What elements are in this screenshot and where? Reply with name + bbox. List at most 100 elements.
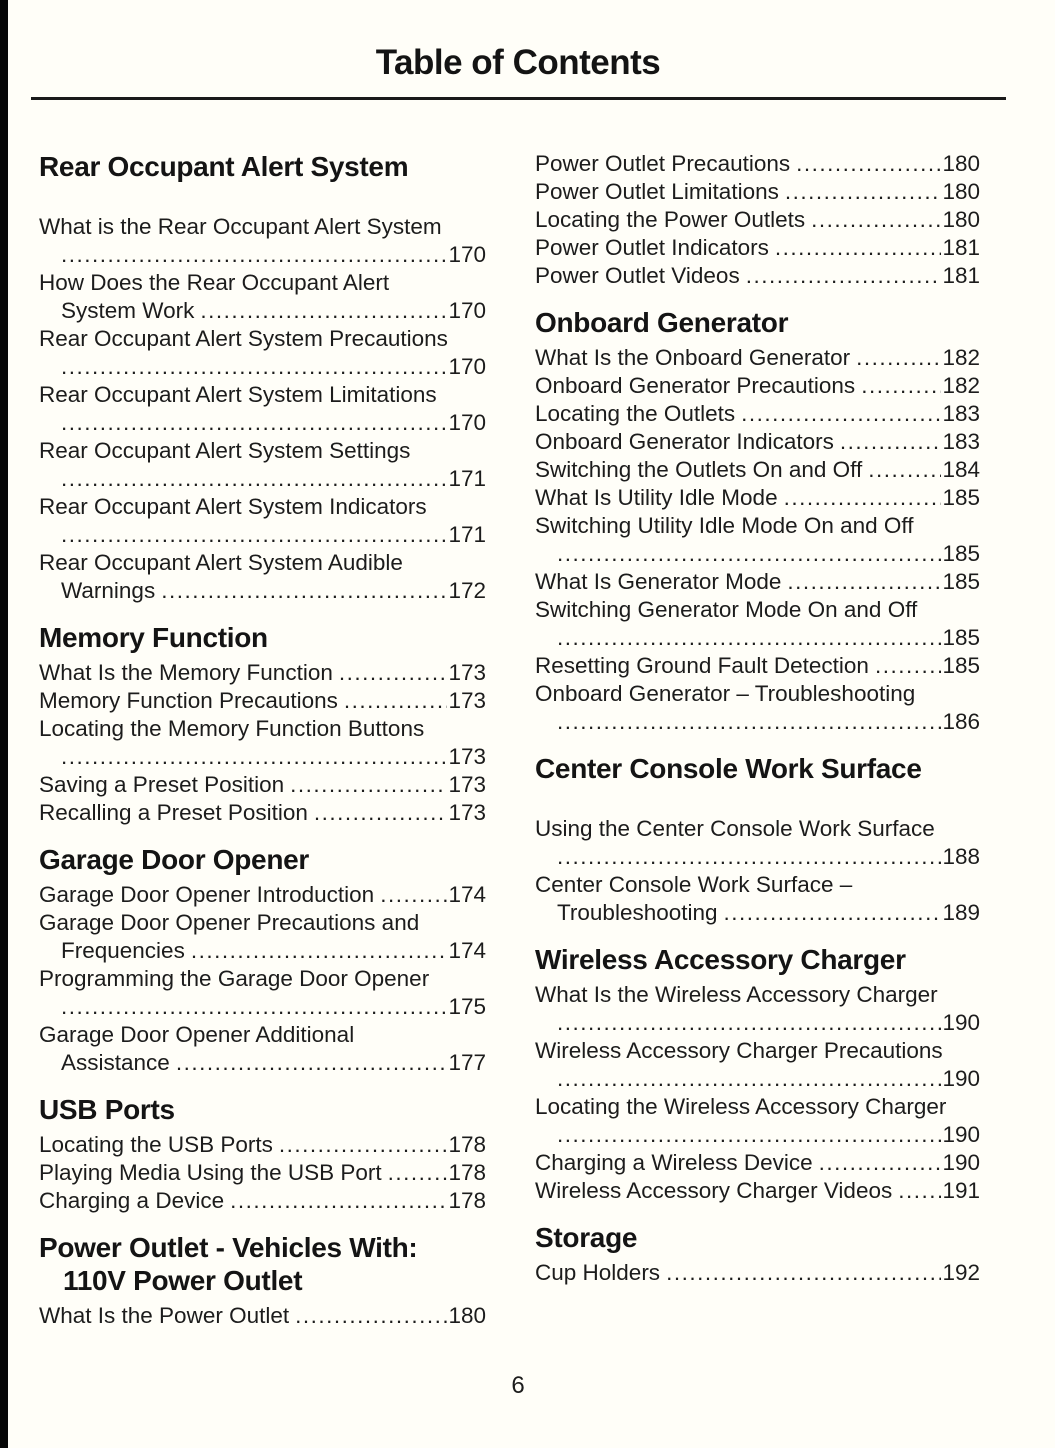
entry-row: Switching the Outlets On and Off 184 xyxy=(535,456,980,484)
page-number: 173 xyxy=(448,688,486,713)
entry-row: Wireless Accessory Charger Videos 191 xyxy=(535,1177,980,1205)
leader-dots xyxy=(161,577,447,605)
entry-continuation: 186 xyxy=(535,708,980,736)
leader-dots xyxy=(875,652,942,680)
toc-entry: Onboard Generator Precautions 182 xyxy=(535,372,980,400)
page-number: 192 xyxy=(942,1260,980,1285)
leader-dots xyxy=(811,206,941,234)
section-heading: USB Ports xyxy=(39,1093,486,1126)
leader-dots xyxy=(724,899,942,927)
entry-row: What Is Generator Mode 185 xyxy=(535,568,980,596)
section-heading: Storage xyxy=(535,1221,980,1254)
entry-row: Locating the Power Outlets 180 xyxy=(535,206,980,234)
page-number: 185 xyxy=(942,485,980,510)
toc-entry: Programming the Garage Door Opener 175 xyxy=(39,965,486,1021)
page-number: 171 xyxy=(448,522,486,547)
leader-dots xyxy=(557,708,941,736)
page-number: 173 xyxy=(448,660,486,685)
page-number: 172 xyxy=(448,578,486,603)
entry-continuation: 188 xyxy=(535,843,980,871)
page-number: 185 xyxy=(942,541,980,566)
entry-row: Resetting Ground Fault Detection 185 xyxy=(535,652,980,680)
section-heading-line: 110V Power Outlet xyxy=(63,1265,303,1296)
toc-column-left: Rear Occupant Alert System What is the Re… xyxy=(39,130,486,1330)
section-heading: Garage Door Opener xyxy=(39,843,486,876)
entry-text: Garage Door Opener Precautions and xyxy=(39,910,420,935)
leader-dots xyxy=(775,234,942,262)
page-number: 182 xyxy=(942,345,980,370)
toc-entry: Power Outlet Precautions 180 xyxy=(535,150,980,178)
entry-row: Playing Media Using the USB Port 178 xyxy=(39,1159,486,1187)
entry-continuation: 171 xyxy=(39,521,486,549)
page-number: 181 xyxy=(942,235,980,260)
page-number: 170 xyxy=(448,242,486,267)
page-number: 191 xyxy=(942,1178,980,1203)
page-number: 171 xyxy=(448,466,486,491)
toc-entry: Power Outlet Videos 181 xyxy=(535,262,980,290)
toc-entry: What is the Rear Occupant Alert System17… xyxy=(39,213,486,269)
leader-dots xyxy=(796,150,941,178)
page-number: 180 xyxy=(448,1303,486,1328)
toc-entry: Switching Generator Mode On and Off 185 xyxy=(535,596,980,652)
toc-section: Power Outlet Precautions180 Power Outlet … xyxy=(535,150,980,290)
entry-text: Locating the Power Outlets xyxy=(535,207,806,232)
toc-entry: Resetting Ground Fault Detection 185 xyxy=(535,652,980,680)
entry-text: Resetting Ground Fault Detection xyxy=(535,653,869,678)
page-number: 178 xyxy=(448,1160,486,1185)
leader-dots xyxy=(840,428,942,456)
toc-entry: Power Outlet Indicators 181 xyxy=(535,234,980,262)
toc-section: Power Outlet - Vehicles With: 110V Power … xyxy=(39,1231,486,1330)
entry-text: What Is the Memory Function xyxy=(39,660,333,685)
entry-row: What Is the Memory Function 173 xyxy=(39,659,486,687)
page-number: 183 xyxy=(942,401,980,426)
leader-dots xyxy=(230,1187,447,1215)
entry-text: Cup Holders xyxy=(535,1260,661,1285)
page-number: 181 xyxy=(942,263,980,288)
section-heading: Center Console Work Surface xyxy=(535,752,980,785)
entry-row: Onboard Generator Indicators 183 xyxy=(535,428,980,456)
entry-continuation: 190 xyxy=(535,1009,980,1037)
toc-entry: What Is Generator Mode 185 xyxy=(535,568,980,596)
entry-text: What Is the Power Outlet xyxy=(39,1303,290,1328)
toc-entry: Playing Media Using the USB Port 178 xyxy=(39,1159,486,1187)
page-number: 170 xyxy=(448,410,486,435)
leader-dots xyxy=(741,400,941,428)
entry-continuation: 170 xyxy=(39,353,486,381)
leader-dots xyxy=(898,1177,941,1205)
leader-dots xyxy=(784,484,942,512)
toc-entry: Onboard Generator Indicators 183 xyxy=(535,428,980,456)
section-heading-line: USB Ports xyxy=(39,1094,175,1125)
entry-text: Switching Generator Mode On and Off xyxy=(535,597,918,622)
leader-dots xyxy=(557,624,941,652)
entry-text: Power Outlet Indicators xyxy=(535,235,769,260)
entry-continuation: Warnings 172 xyxy=(39,577,486,605)
entry-text: Onboard Generator Precautions xyxy=(535,373,856,398)
leader-dots xyxy=(746,262,942,290)
toc-entry: Locating the Memory Function Buttons 173 xyxy=(39,715,486,771)
entry-row: Garage Door Opener Introduction 174 xyxy=(39,881,486,909)
toc-entry: Saving a Preset Position 173 xyxy=(39,771,486,799)
leader-dots xyxy=(279,1131,448,1159)
entry-continuation: 185 xyxy=(535,624,980,652)
leader-dots xyxy=(557,540,941,568)
toc-entry: Garage Door Opener Introduction 174 xyxy=(39,881,486,909)
toc-entry: What Is the Wireless Accessory Charger19… xyxy=(535,981,980,1037)
leader-dots xyxy=(388,1159,448,1187)
entry-text: Garage Door Opener Additional xyxy=(39,1022,355,1047)
entry-continuation: 171 xyxy=(39,465,486,493)
leader-dots xyxy=(61,465,447,493)
entry-text: Rear Occupant Alert System Limitations xyxy=(39,382,437,407)
entry-text: Garage Door Opener Introduction xyxy=(39,882,375,907)
entry-text: Locating the Outlets xyxy=(535,401,736,426)
entry-row: Onboard Generator Precautions 182 xyxy=(535,372,980,400)
toc-entry: How Does the Rear Occupant Alert System W… xyxy=(39,269,486,325)
entry-text: What Is Generator Mode xyxy=(535,569,782,594)
section-heading: Onboard Generator xyxy=(535,306,980,339)
section-heading-line: Wireless Accessory Charger xyxy=(535,944,906,975)
leader-dots xyxy=(557,843,941,871)
entry-text: Charging a Device xyxy=(39,1188,225,1213)
entry-text: Center Console Work Surface – xyxy=(535,872,853,897)
section-heading: Wireless Accessory Charger xyxy=(535,943,980,976)
entry-continuation: Frequencies 174 xyxy=(39,937,486,965)
section-heading-line: Garage Door Opener xyxy=(39,844,310,875)
